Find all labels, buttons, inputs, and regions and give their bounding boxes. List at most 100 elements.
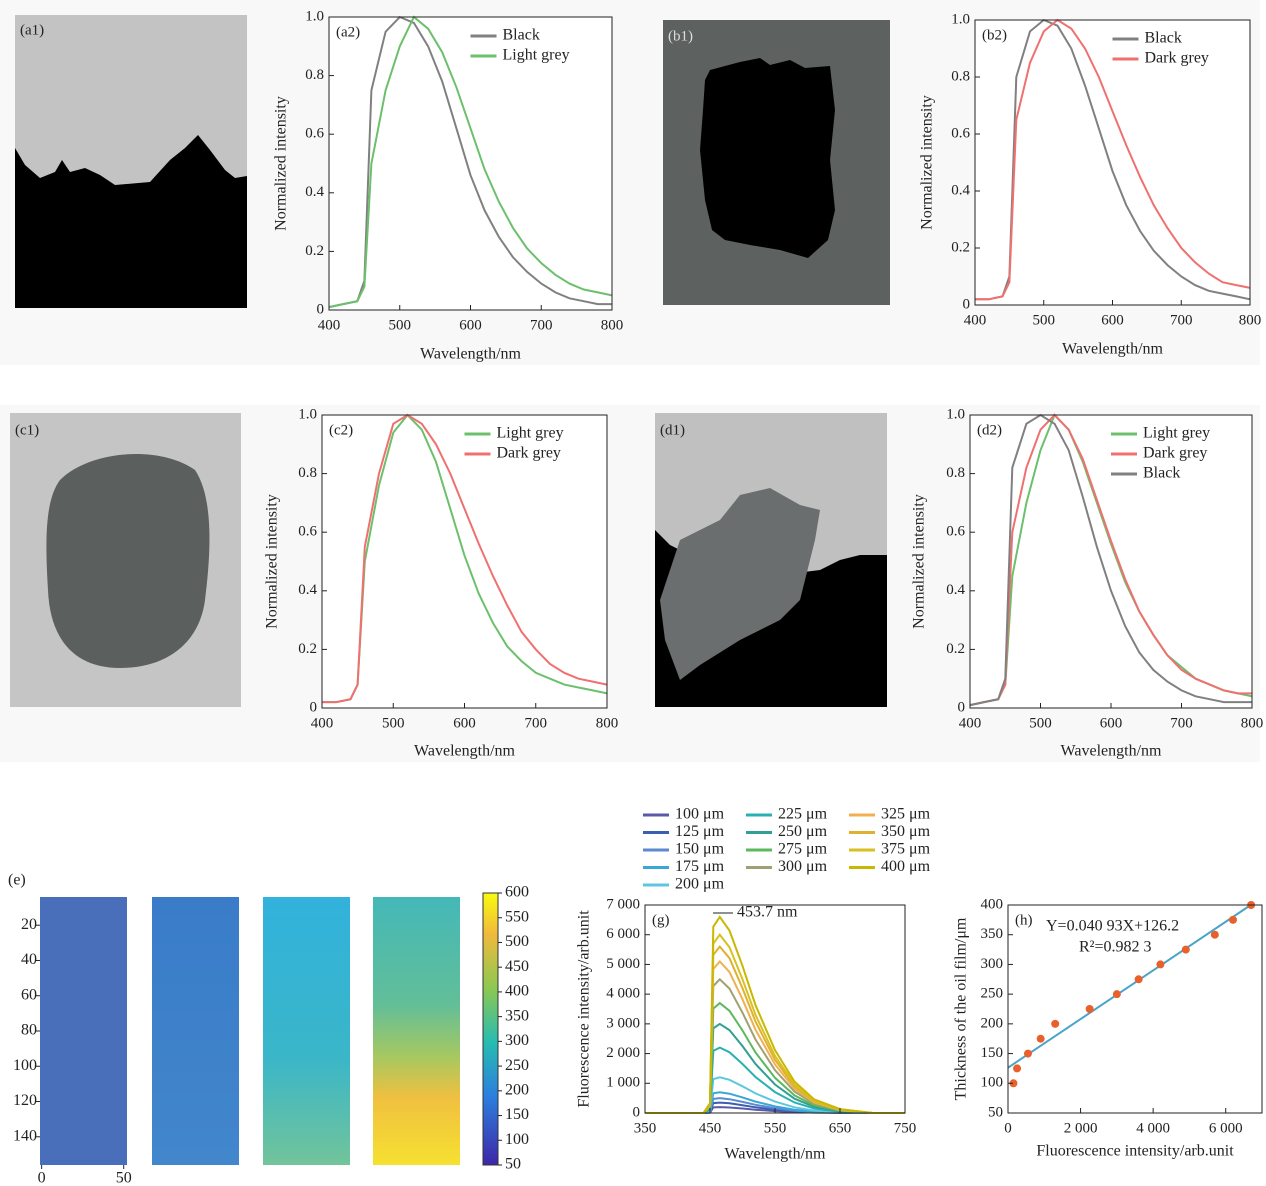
heatmap-image — [263, 897, 350, 1165]
x-tick-label: 600 — [1101, 312, 1124, 328]
legend-label: 225 μm — [778, 806, 828, 823]
x-tick-label: 2 000 — [1064, 1120, 1098, 1136]
y-tick-label: 0.8 — [946, 465, 965, 481]
line-series — [975, 18, 1251, 301]
legend-label: 350 μm — [881, 823, 931, 840]
colorbar-tick-label: 350 — [505, 1007, 529, 1024]
plot-frame — [328, 16, 613, 311]
x-tick-label: 500 — [1033, 312, 1056, 328]
scatter-point — [1228, 915, 1237, 924]
plot-area — [1008, 905, 1262, 1113]
y-tick-label: 0 — [958, 699, 966, 715]
y-tick-label: 120 — [13, 1092, 37, 1109]
panel-label: (a1) — [20, 22, 44, 38]
colorbar-tick-label: 300 — [505, 1032, 529, 1049]
panel-label: (h) — [1015, 912, 1033, 928]
legend-label: Light grey — [497, 425, 564, 442]
legend-label: 200 μm — [675, 876, 725, 893]
y-axis-label: Normalized intensity — [911, 494, 928, 629]
y-tick-label: 3 000 — [606, 1015, 640, 1031]
x-axis-label: Fluorescence intensity/arb.unit — [1036, 1143, 1234, 1160]
legend-label: Dark grey — [1145, 50, 1209, 67]
scatter-point — [1013, 1064, 1022, 1073]
line-series — [969, 413, 1252, 707]
annotation: 453.7 nm — [737, 904, 798, 921]
y-tick-label: 250 — [981, 986, 1004, 1002]
y-tick-label: 6 000 — [606, 926, 640, 942]
panel-label: (c1) — [15, 422, 39, 438]
x-tick-label: 400 — [959, 715, 982, 731]
legend-label: 100 μm — [675, 806, 725, 823]
y-tick-label: 0.2 — [305, 243, 324, 259]
plot-area — [322, 415, 607, 708]
y-tick-label: 1 000 — [606, 1075, 640, 1091]
annotation: R²=0.982 3 — [1079, 939, 1152, 956]
colorbar-tick-label: 550 — [505, 908, 529, 925]
y-tick-label: 0.6 — [951, 125, 970, 141]
x-axis-label: Wavelength/nm — [725, 1146, 826, 1163]
x-tick-label: 800 — [596, 715, 619, 731]
y-tick-label: 200 — [981, 1015, 1004, 1031]
x-tick-label: 400 — [964, 312, 987, 328]
y-tick-label: 300 — [981, 956, 1004, 972]
colorbar-tick-label: 450 — [505, 958, 529, 975]
image-region — [700, 58, 835, 258]
x-tick-label: 500 — [389, 317, 412, 333]
x-tick-label: 550 — [764, 1120, 787, 1136]
x-tick-label: 750 — [894, 1120, 917, 1136]
line-series — [322, 413, 608, 704]
x-tick-label: 500 — [1029, 715, 1052, 731]
image-region — [15, 135, 247, 308]
y-tick-label: 0.2 — [951, 239, 970, 255]
x-axis-label: Wavelength/nm — [420, 346, 521, 363]
y-tick-label: 150 — [981, 1045, 1004, 1061]
colorbar-tick-label: 400 — [505, 983, 529, 1000]
heatmap-image — [373, 897, 460, 1165]
legend-label: 250 μm — [778, 823, 828, 840]
x-tick-label: 650 — [829, 1120, 852, 1136]
line-series — [645, 915, 905, 1114]
x-tick-label: 600 — [1100, 715, 1123, 731]
colorbar-tick-label: 600 — [505, 884, 529, 901]
y-tick-label: 0.6 — [946, 524, 965, 540]
y-tick-label: 4 000 — [606, 986, 640, 1002]
legend-label: 125 μm — [675, 823, 725, 840]
colorbar-tick-label: 500 — [505, 933, 529, 950]
x-tick-label: 500 — [382, 715, 405, 731]
y-tick-label: 0.2 — [298, 641, 317, 657]
plot-area — [975, 20, 1250, 305]
plot-frame — [1007, 904, 1263, 1114]
legend-label: Light grey — [1143, 425, 1210, 442]
legend-label: 300 μm — [778, 858, 828, 875]
panel-label: (d2) — [977, 422, 1002, 438]
line-series — [975, 18, 1251, 301]
line-series — [328, 15, 613, 309]
x-tick-label: 800 — [1239, 312, 1262, 328]
y-tick-label: 0 — [310, 699, 318, 715]
y-tick-label: 0.4 — [946, 582, 965, 598]
colorbar-tick-label: 50 — [505, 1156, 521, 1173]
x-tick-label: 50 — [116, 1170, 132, 1186]
y-tick-label: 60 — [21, 986, 37, 1003]
x-tick-label: 600 — [453, 715, 476, 731]
scatter-point — [1009, 1079, 1018, 1088]
y-tick-label: 0.4 — [951, 182, 970, 198]
image-region — [660, 488, 820, 680]
y-tick-label: 0.2 — [946, 641, 965, 657]
y-tick-label: 100 — [13, 1057, 37, 1074]
x-tick-label: 0 — [38, 1170, 46, 1186]
legend-label: Dark grey — [1143, 445, 1207, 462]
x-tick-label: 6 000 — [1209, 1120, 1243, 1136]
panel-label: (d1) — [660, 422, 685, 438]
y-axis-label: Thickness of the oil film/μm — [953, 917, 970, 1100]
annotation: Y=0.040 93X+126.2 — [1046, 918, 1179, 935]
scatter-point — [1112, 990, 1121, 999]
colorbar-tick-label: 100 — [505, 1131, 529, 1148]
y-tick-label: 7 000 — [606, 896, 640, 912]
scatter-point — [1085, 1005, 1094, 1013]
legend-label: 150 μm — [675, 841, 725, 858]
y-tick-label: 0 — [963, 296, 971, 312]
panel-label: (b1) — [668, 28, 693, 44]
y-axis-label: Normalized intensity — [273, 96, 290, 231]
